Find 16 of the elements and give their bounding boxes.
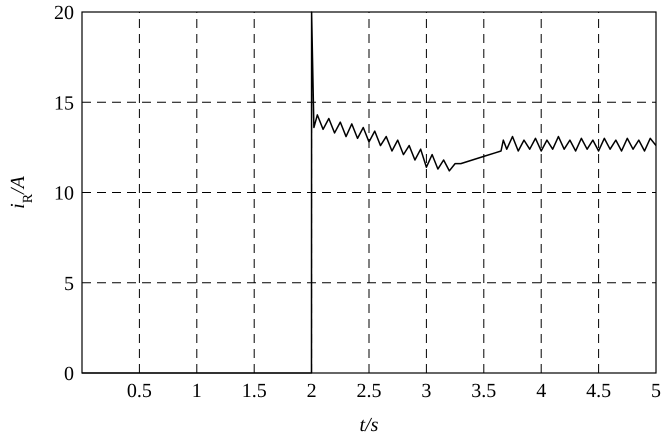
y-tick-label: 5 bbox=[64, 272, 74, 295]
x-tick-label: 0.5 bbox=[126, 380, 152, 402]
y-tick-label: 10 bbox=[54, 182, 74, 204]
x-tick-label: 3.5 bbox=[471, 380, 496, 402]
x-tick-label: 4 bbox=[536, 380, 546, 402]
x-tick-label: 2 bbox=[306, 380, 317, 402]
x-tick-label: 5 bbox=[651, 380, 661, 402]
y-tick-label: 15 bbox=[54, 92, 74, 114]
y-tick-label: 0 bbox=[64, 363, 74, 385]
y-tick-label: 20 bbox=[54, 2, 74, 24]
x-axis-title: t/s bbox=[360, 414, 379, 436]
x-tick-label: 1 bbox=[192, 380, 202, 402]
x-tick-label: 3 bbox=[421, 380, 432, 402]
x-tick-label: 2.5 bbox=[356, 380, 382, 402]
x-tick-label: 1.5 bbox=[242, 380, 267, 402]
x-tick-label: 4.5 bbox=[586, 380, 612, 402]
